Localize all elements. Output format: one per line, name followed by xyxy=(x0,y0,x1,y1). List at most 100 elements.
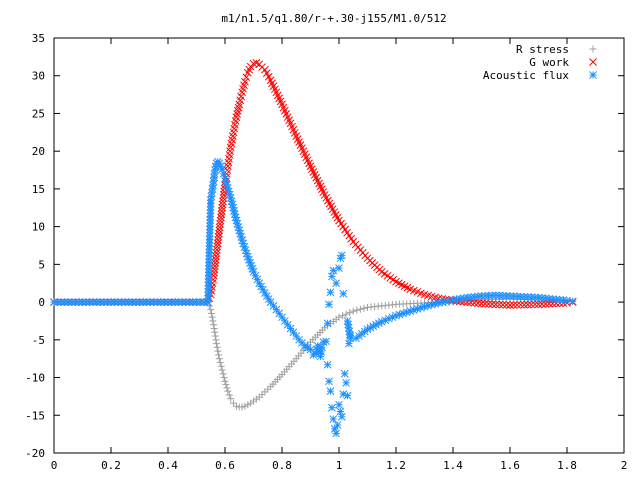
data-point xyxy=(232,402,240,410)
data-point xyxy=(330,425,339,433)
data-point xyxy=(211,255,220,264)
data-point xyxy=(336,254,345,263)
data-point xyxy=(323,319,332,328)
data-point xyxy=(337,251,346,260)
data-point xyxy=(275,309,284,318)
data-point xyxy=(214,347,222,355)
data-point xyxy=(218,366,226,374)
data-point xyxy=(221,377,229,385)
data-point xyxy=(213,245,221,254)
data-point xyxy=(225,391,233,399)
data-point xyxy=(339,289,348,298)
data-point xyxy=(212,252,220,261)
data-point xyxy=(215,355,223,363)
data-point xyxy=(207,309,215,317)
data-point xyxy=(219,194,228,202)
data-point xyxy=(499,300,507,309)
data-point xyxy=(218,165,227,174)
data-point xyxy=(219,190,228,199)
data-point xyxy=(325,300,333,309)
data-point xyxy=(215,351,223,359)
data-point xyxy=(272,305,281,314)
data-point xyxy=(53,298,62,306)
y-tick-label: 35 xyxy=(32,32,45,45)
data-point xyxy=(481,299,489,308)
data-point xyxy=(171,298,179,306)
legend-label: G work xyxy=(529,56,569,69)
data-point xyxy=(292,332,301,340)
data-point xyxy=(329,415,338,423)
data-point xyxy=(211,332,219,340)
data-point xyxy=(218,200,227,209)
data-point xyxy=(516,300,525,309)
data-point xyxy=(219,169,228,178)
data-point xyxy=(322,337,331,346)
data-point xyxy=(481,292,489,300)
data-point xyxy=(484,300,493,308)
data-point xyxy=(488,300,497,309)
data-point xyxy=(326,387,335,395)
data-point xyxy=(318,343,326,352)
data-point xyxy=(499,291,507,300)
data-point xyxy=(215,229,223,238)
data-point xyxy=(356,305,364,313)
data-point xyxy=(527,293,536,302)
data-point xyxy=(211,328,219,336)
data-point xyxy=(211,258,220,267)
data-point xyxy=(531,293,539,302)
y-tick-label: 25 xyxy=(32,107,45,120)
data-point xyxy=(217,362,225,370)
y-tick-label: 10 xyxy=(32,221,45,234)
data-point xyxy=(208,313,216,321)
data-point xyxy=(215,226,224,235)
data-point xyxy=(534,300,543,309)
data-point xyxy=(509,301,518,309)
data-point xyxy=(409,306,418,314)
data-point xyxy=(212,249,221,257)
data-point xyxy=(214,233,223,241)
data-point xyxy=(212,340,220,348)
plot-frame xyxy=(53,37,625,454)
data-point xyxy=(509,292,518,301)
data-point xyxy=(345,339,353,348)
data-point xyxy=(216,216,225,225)
data-point xyxy=(326,288,335,297)
data-point xyxy=(213,343,221,351)
x-tick-label: 1.8 xyxy=(557,459,577,472)
data-point xyxy=(241,77,249,86)
data-point xyxy=(100,298,108,306)
x-tick-label: 0.2 xyxy=(101,459,121,472)
x-tick-label: 0.6 xyxy=(215,459,235,472)
data-point xyxy=(339,390,348,398)
data-point xyxy=(280,317,289,325)
y-tick-label: 20 xyxy=(32,145,45,158)
data-point xyxy=(210,262,219,270)
data-point xyxy=(470,298,479,307)
data-point xyxy=(328,272,336,281)
data-point xyxy=(506,301,514,309)
data-point xyxy=(213,242,222,251)
data-point xyxy=(189,298,197,306)
data-point xyxy=(217,210,226,219)
data-point xyxy=(215,223,224,232)
data-point xyxy=(234,103,243,112)
data-point xyxy=(335,264,343,272)
data-point xyxy=(238,403,246,411)
data-point xyxy=(340,369,349,378)
data-point xyxy=(474,299,482,308)
legend-label: R stress xyxy=(516,43,569,56)
data-point xyxy=(278,313,286,322)
data-point xyxy=(402,308,411,317)
x-tick-label: 0 xyxy=(51,459,58,472)
chart-title: m1/n1.5/q1.80/r-+.30-j155/M1.0/512 xyxy=(221,12,446,25)
data-point xyxy=(233,106,242,115)
data-point xyxy=(520,292,529,301)
data-point xyxy=(209,317,217,325)
legend-marker xyxy=(589,45,597,53)
data-point xyxy=(339,312,347,320)
data-point xyxy=(332,429,341,438)
data-point xyxy=(484,291,493,300)
data-point xyxy=(538,300,546,309)
series-layer xyxy=(50,59,577,438)
